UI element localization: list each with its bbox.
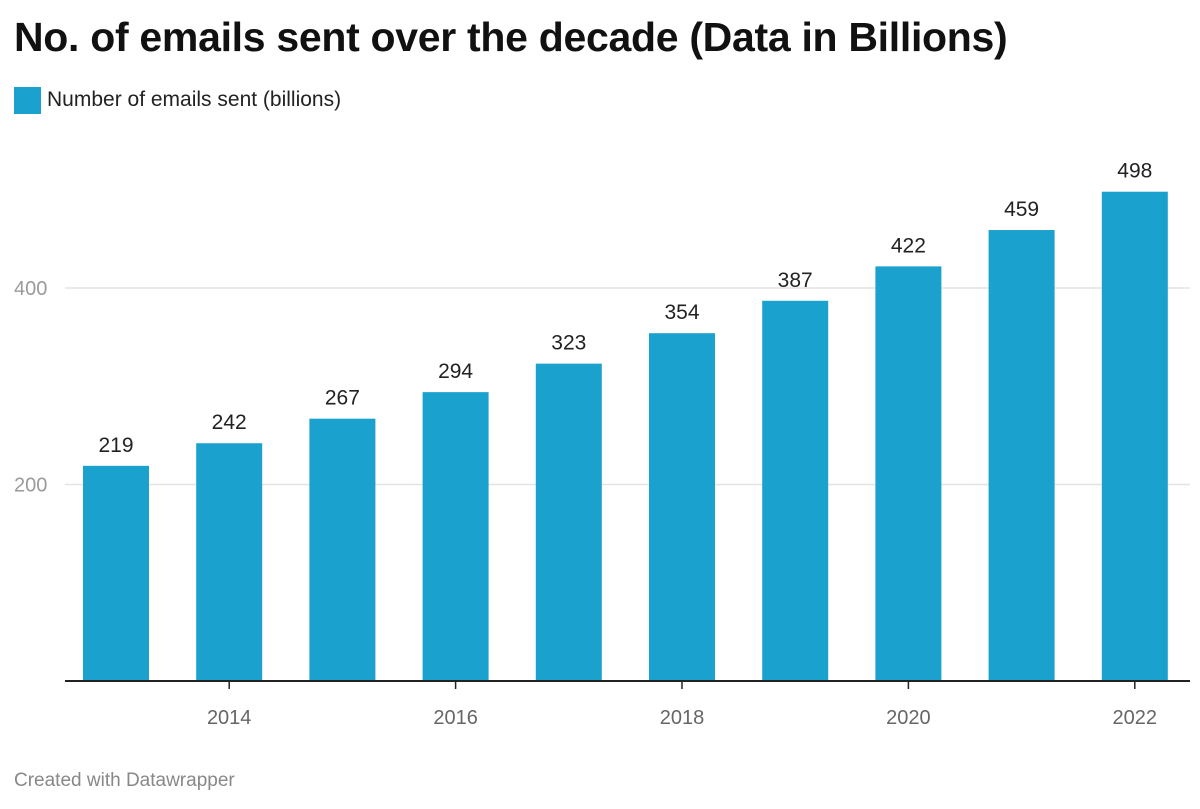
bar-value-label: 242 [212,411,247,434]
legend-swatch [14,86,41,114]
x-tick-label: 2020 [886,707,931,729]
bar [309,418,376,681]
y-tick-label: 400 [14,278,47,300]
bar-value-label: 219 [98,434,133,457]
x-tick-label: 2016 [433,707,478,729]
x-tick-label: 2022 [1113,707,1158,729]
bar [988,230,1055,681]
bar [649,333,715,681]
bar [762,300,829,681]
bar [1101,191,1168,681]
bar-value-label: 387 [778,269,813,292]
bar [875,266,942,681]
bar-value-label: 354 [664,301,699,324]
legend-label: Number of emails sent (billions) [47,88,342,111]
chart-title: No. of emails sent over the decade (Data… [14,14,1008,60]
bar-value-label: 294 [438,360,473,383]
x-tick-label: 2014 [207,707,252,729]
bar-value-label: 459 [1004,198,1039,221]
y-tick-label: 200 [14,475,47,497]
bar-value-label: 422 [891,234,926,257]
bar [83,465,149,681]
bar-value-label: 267 [325,387,360,410]
bar-value-label: 323 [551,332,586,355]
bar [196,443,263,681]
legend: Number of emails sent (billions) [14,86,341,114]
bar [535,363,602,681]
bar-value-label: 498 [1117,160,1152,183]
x-tick-label: 2018 [660,707,705,729]
bar [422,392,489,681]
footer-credit: Created with Datawrapper [14,770,235,791]
